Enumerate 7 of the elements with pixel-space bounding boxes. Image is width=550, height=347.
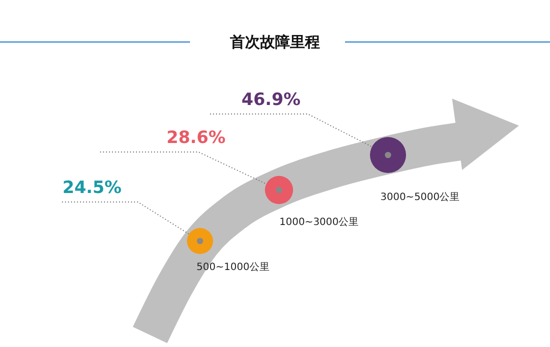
category-label: 3000~5000公里 — [380, 191, 460, 203]
text: 首次故障里程 — [229, 33, 320, 51]
category-label: 500~1000公里 — [196, 261, 270, 273]
data-label: 46.9% — [242, 90, 300, 110]
data-label: 28.6% — [166, 128, 226, 148]
data-label: 24.5% — [62, 178, 122, 198]
category-label: 1000~3000公里 — [279, 216, 359, 228]
